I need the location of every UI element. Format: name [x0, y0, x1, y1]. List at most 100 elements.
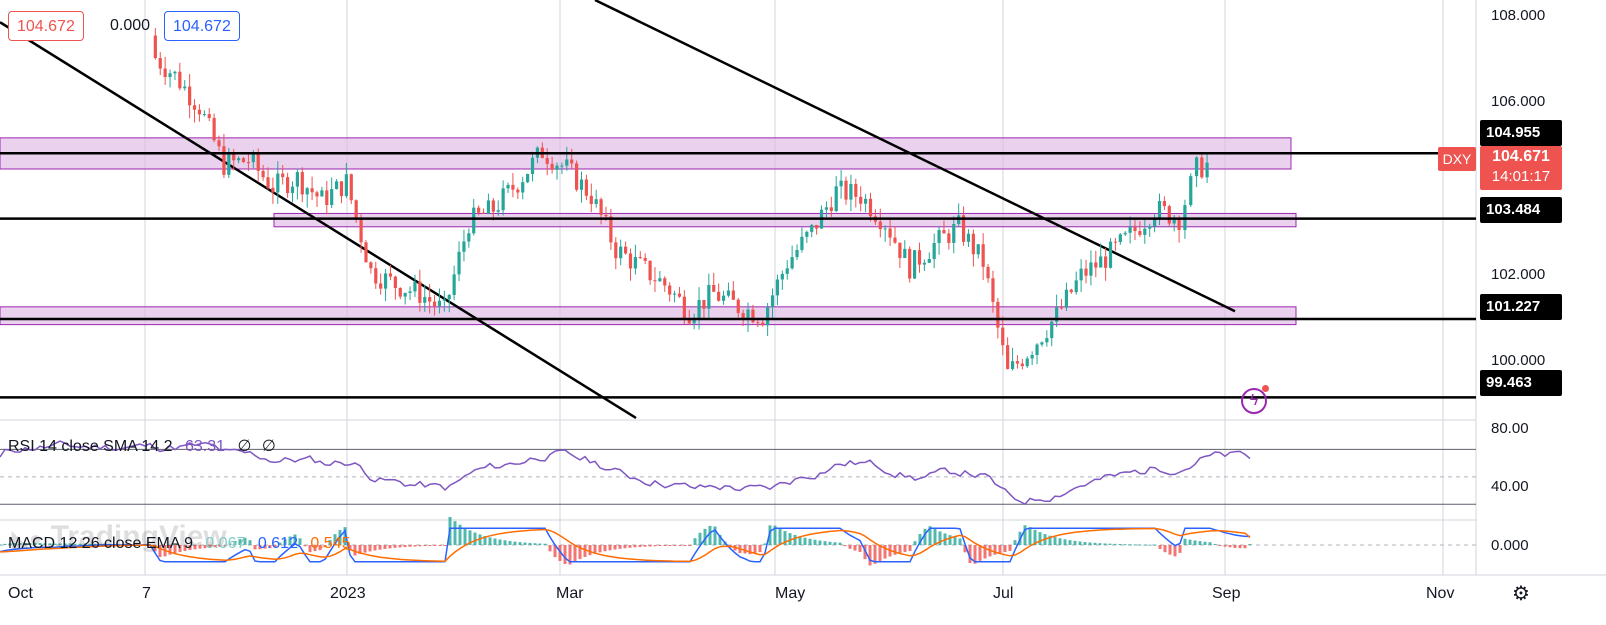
macd-histogram-bar [23, 542, 27, 545]
macd-histogram-bar [433, 545, 437, 546]
macd-signal-line [0, 527, 1251, 563]
macd-histogram-bar [1078, 541, 1082, 545]
candle-body [971, 233, 975, 255]
macd-histogram-bar [1138, 544, 1142, 546]
candle-body [496, 210, 500, 212]
candle-body [599, 199, 603, 215]
macd-histogram-bar [533, 543, 537, 545]
candle-body [731, 290, 735, 300]
macd-legend[interactable]: MACD 12 26 close EMA 9 0.067 0.612 0.545 [8, 535, 350, 553]
candle-body [932, 243, 936, 259]
macd-histogram-bar [183, 545, 187, 551]
candle-body [1069, 289, 1073, 293]
macd-histogram-bar [373, 545, 377, 551]
candle-body [961, 215, 966, 242]
macd-histogram-bar [908, 545, 912, 552]
candle-body [202, 114, 206, 116]
candle-body [628, 253, 633, 269]
candle-body [481, 212, 486, 214]
candle-body [545, 157, 549, 164]
macd-histogram-bar [973, 545, 977, 564]
candle-body [844, 180, 848, 200]
macd-histogram-bar [1093, 542, 1097, 545]
tradingview-watermark: ◣● TradingView [12, 520, 227, 554]
candle-body [457, 251, 461, 275]
macd-histogram-bar [898, 545, 902, 554]
macd-histogram-bar [28, 542, 32, 545]
macd-histogram-bar [498, 539, 502, 545]
grid-lines [0, 0, 1606, 576]
candle-body [403, 292, 407, 297]
macd-histogram-bar [833, 542, 837, 545]
candle-body [991, 278, 995, 302]
macd-histogram-bar [468, 530, 472, 545]
macd-histogram-bar [1228, 545, 1232, 548]
settings-icon[interactable]: ⚙ [1512, 583, 1530, 605]
macd-histogram-bar [253, 545, 257, 550]
candle-body [1074, 280, 1078, 293]
candle-body [756, 322, 760, 324]
macd-histogram-bar [573, 545, 577, 562]
macd-histogram-bar [718, 534, 722, 545]
macd-histogram-bar [1238, 545, 1242, 549]
candle-body [952, 224, 956, 243]
macd-histogram-bar [78, 543, 82, 545]
macd-histogram-bar [923, 528, 927, 545]
candle-body [614, 242, 618, 259]
candle-body [717, 291, 721, 301]
candle-body [183, 86, 187, 89]
macd-histogram-bar [613, 545, 617, 550]
candle-body [354, 200, 358, 219]
time-tick: May [775, 585, 806, 602]
macd-histogram-bar [1033, 529, 1037, 545]
macd-pane [0, 516, 1476, 566]
macd-histogram-bar [68, 543, 72, 545]
macd-histogram-bar [558, 545, 562, 561]
macd-histogram-bar [228, 543, 232, 545]
candle-body [1167, 206, 1171, 224]
rsi-title: RSI 14 close SMA 14 2 [8, 438, 173, 455]
rsi-legend[interactable]: RSI 14 close SMA 14 2 63.31 ∅ ∅ [8, 436, 276, 456]
candle-body [477, 207, 481, 213]
macd-histogram-bar [1203, 541, 1207, 545]
macd-histogram-bar [3, 543, 7, 545]
candle-body [810, 224, 814, 232]
time-tick: Sep [1212, 585, 1241, 602]
macd-histogram-bar [73, 543, 77, 545]
macd-histogram-bar [1233, 545, 1237, 548]
macd-histogram-bar [403, 545, 407, 548]
macd-histogram-bar [683, 545, 687, 546]
candle-body [1001, 327, 1005, 346]
candle-body [604, 214, 608, 217]
macd-histogram-bar [588, 545, 592, 556]
candle-body [883, 228, 887, 230]
macd-histogram-bar [288, 536, 292, 545]
macd-histogram-bar [1198, 541, 1202, 545]
macd-histogram-bar [763, 543, 767, 545]
macd-histogram-bar [868, 545, 872, 566]
candle-body [1050, 321, 1054, 339]
macd-histogram-bar [678, 545, 682, 546]
macd-histogram-bar [693, 538, 697, 545]
candle-body [912, 250, 917, 279]
candle-body [751, 309, 755, 323]
macd-histogram-bar [668, 545, 672, 546]
candle-body [550, 163, 554, 170]
flash-alert-icon[interactable]: ϟ [1241, 388, 1267, 414]
macd-histogram-bar [793, 534, 797, 545]
macd-histogram-bar [1163, 545, 1167, 553]
candle-body [1059, 307, 1064, 309]
candle-body [1045, 338, 1049, 343]
candle-body [1108, 241, 1113, 268]
candle-body [623, 246, 628, 254]
macd-histogram-bar [168, 545, 172, 555]
macd-histogram-bar [1143, 544, 1147, 546]
candle-body [1205, 162, 1209, 178]
macd-histogram-bar [1243, 545, 1247, 549]
macd-histogram-bar [363, 545, 367, 553]
candle-body [927, 258, 931, 263]
macd-histogram-bar [933, 529, 937, 545]
macd-histogram-bar [93, 543, 97, 545]
candle-body [609, 216, 613, 243]
